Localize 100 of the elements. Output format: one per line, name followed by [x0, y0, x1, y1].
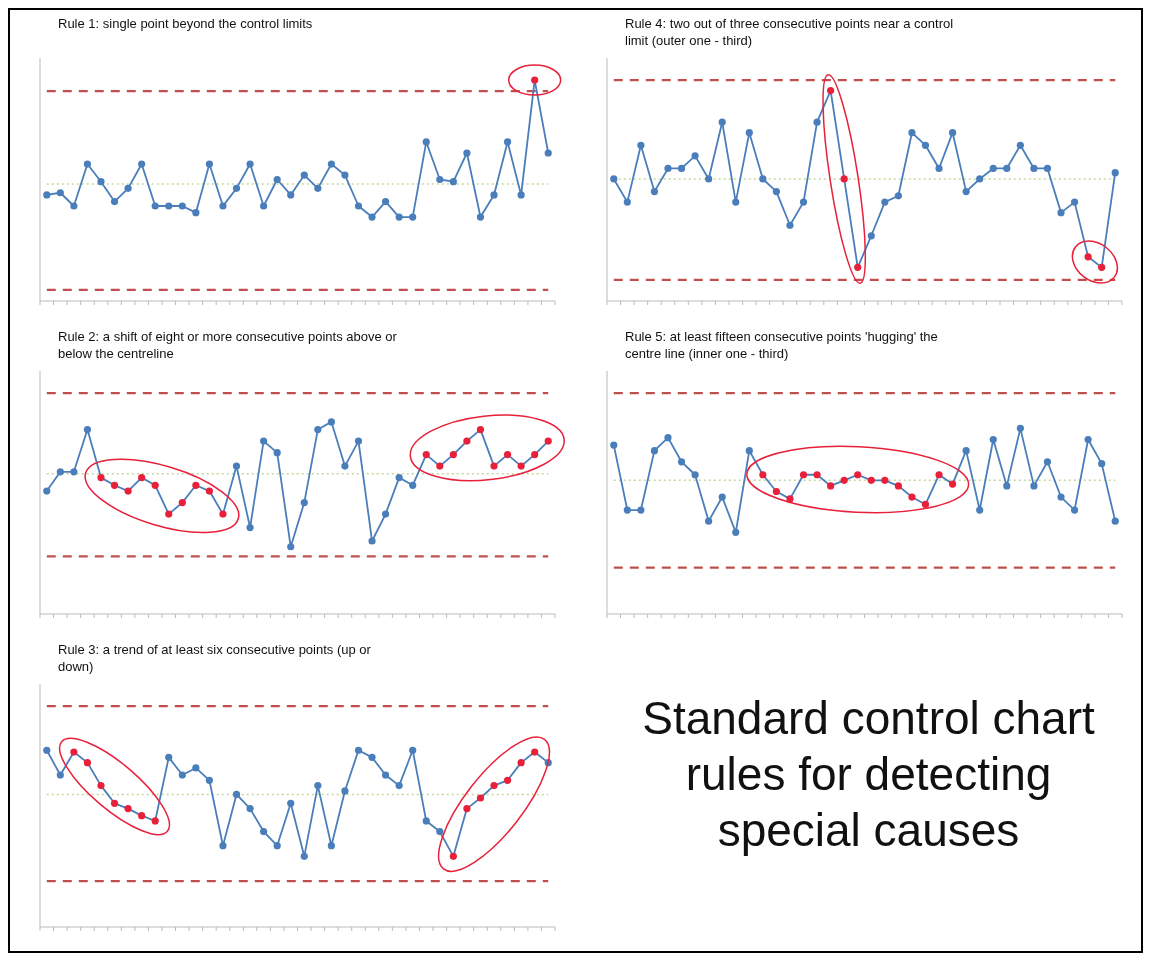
- point: [124, 487, 132, 495]
- point: [97, 782, 105, 790]
- point: [409, 481, 417, 489]
- point: [732, 198, 740, 206]
- point: [354, 202, 363, 210]
- point: [151, 817, 159, 825]
- point: [463, 149, 471, 157]
- point: [83, 425, 92, 434]
- point: [691, 152, 699, 160]
- point: [205, 776, 214, 784]
- point: [463, 437, 471, 445]
- point: [759, 471, 767, 479]
- point: [786, 495, 794, 503]
- point: [70, 202, 78, 210]
- point: [436, 175, 444, 184]
- point: [1016, 141, 1024, 149]
- point: [138, 812, 146, 820]
- point: [1003, 482, 1011, 490]
- text: Standard control chart rules for detecting special causes: [642, 692, 1096, 856]
- point: [287, 191, 295, 199]
- point: [745, 129, 753, 137]
- point: [409, 746, 417, 754]
- point: [867, 476, 875, 484]
- point: [368, 213, 376, 221]
- point: [97, 474, 105, 482]
- point: [854, 471, 862, 479]
- chart-title: Rule 5: at least fifteen consecutive points 'hugging' the centre line (inner one - third): [625, 329, 938, 361]
- point: [948, 129, 957, 137]
- point: [341, 787, 349, 795]
- point: [677, 458, 686, 466]
- point: [935, 471, 943, 479]
- point: [43, 487, 51, 495]
- point: [799, 198, 808, 206]
- point: [718, 493, 726, 501]
- point: [354, 746, 363, 754]
- chart-title: Rule 4: two out of three consecutive points near a control limit (outer one - third): [625, 16, 954, 48]
- point: [178, 202, 186, 210]
- point: [409, 213, 417, 221]
- chart-title: Rule 3: a trend of at least six consecutive points (up or down): [58, 642, 372, 674]
- point: [531, 748, 539, 756]
- point: [246, 160, 254, 168]
- point: [449, 178, 457, 186]
- point: [327, 160, 335, 168]
- point: [124, 804, 132, 813]
- point: [718, 118, 726, 126]
- point: [368, 753, 376, 761]
- point: [517, 759, 525, 767]
- point: [436, 827, 444, 836]
- point: [827, 87, 835, 95]
- point: [610, 175, 618, 183]
- point: [138, 474, 146, 482]
- point: [476, 794, 485, 802]
- point: [1084, 435, 1092, 444]
- point: [395, 474, 403, 482]
- point: [490, 782, 498, 790]
- point: [503, 776, 512, 784]
- point: [1057, 209, 1065, 217]
- point: [43, 191, 51, 199]
- point: [745, 447, 753, 455]
- point: [246, 804, 254, 813]
- point: [1043, 164, 1052, 173]
- point: [637, 141, 645, 149]
- point: [786, 221, 794, 229]
- point: [43, 746, 51, 754]
- point: [165, 202, 173, 210]
- point: [1098, 460, 1106, 468]
- point: [962, 188, 970, 196]
- point: [976, 506, 984, 514]
- point: [1030, 164, 1038, 173]
- point: [544, 437, 552, 445]
- point: [327, 418, 335, 426]
- point: [840, 476, 848, 484]
- point: [395, 213, 403, 221]
- point: [138, 160, 146, 168]
- point: [1030, 482, 1038, 490]
- point: [476, 213, 485, 221]
- point: [531, 450, 539, 459]
- point: [381, 197, 390, 206]
- point: [56, 189, 64, 197]
- point: [503, 450, 512, 459]
- point: [799, 471, 808, 479]
- point: [935, 164, 943, 173]
- point: [650, 188, 659, 196]
- point: [273, 175, 281, 184]
- point: [300, 852, 308, 860]
- point: [759, 175, 767, 183]
- point: [854, 263, 862, 271]
- point: [395, 782, 403, 790]
- point: [894, 192, 902, 200]
- point: [70, 468, 78, 476]
- point: [1111, 517, 1119, 525]
- point: [976, 175, 984, 183]
- point: [637, 506, 645, 514]
- point: [1084, 253, 1092, 261]
- point: [705, 175, 713, 183]
- point: [300, 498, 308, 507]
- point: [921, 141, 930, 149]
- point: [56, 771, 64, 779]
- point: [260, 202, 268, 210]
- point: [97, 178, 105, 186]
